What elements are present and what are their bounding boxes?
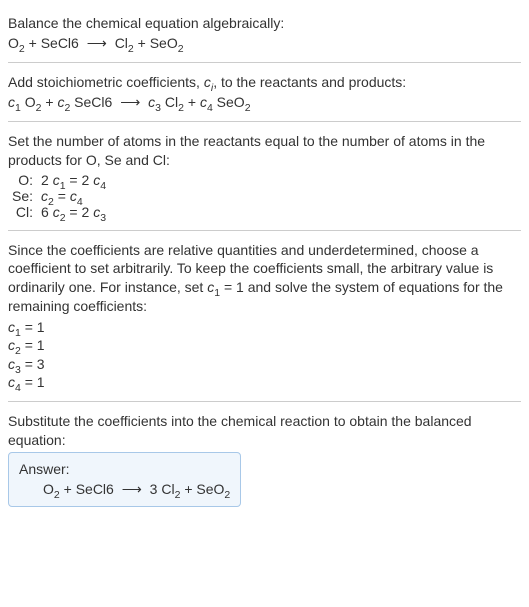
constraint-o-label: O: xyxy=(8,172,37,188)
substitute-text: Substitute the coefficients into the che… xyxy=(8,412,521,450)
intro-text: Balance the chemical equation algebraica… xyxy=(8,14,521,33)
eq-plus-seo2: + SeO xyxy=(134,35,178,51)
seq-plus2: + xyxy=(184,94,200,110)
constraint-row-o: O: 2 c1 = 2 c4 xyxy=(8,172,110,188)
cl-c3-sub: 3 xyxy=(100,211,106,223)
seq-plus1: + xyxy=(41,94,57,110)
c1-val: = 1 xyxy=(21,319,45,335)
coef-c1: c1 = 1 xyxy=(8,318,521,336)
ans-plus2: + SeO xyxy=(180,481,224,497)
o-c1: c xyxy=(53,172,60,188)
seq-c4: c xyxy=(200,94,207,110)
ans-arrow: ⟶ xyxy=(122,481,142,498)
seq-c1: c xyxy=(8,94,15,110)
coef-c4: c4 = 1 xyxy=(8,373,521,391)
ans-3cl2: 3 Cl xyxy=(146,481,175,497)
eq-o2: O xyxy=(8,35,19,51)
substitute-section: Substitute the coefficients into the che… xyxy=(8,406,521,513)
intro-section: Balance the chemical equation algebraica… xyxy=(8,8,521,58)
divider xyxy=(8,230,521,231)
c3-val: = 3 xyxy=(21,356,45,372)
seq-arrow: ⟶ xyxy=(120,94,140,111)
seq-seo2: SeO xyxy=(213,94,245,110)
constraints-intro: Set the number of atoms in the reactants… xyxy=(8,132,521,170)
since-section: Since the coefficients are relative quan… xyxy=(8,235,521,397)
stoich-section: Add stoichiometric coefficients, ci, to … xyxy=(8,67,521,117)
eq-plus-secl6: + SeCl6 xyxy=(25,35,83,51)
se-c4: c xyxy=(70,188,77,204)
divider xyxy=(8,62,521,63)
seq-secl6: SeCl6 xyxy=(70,94,116,110)
ans-o2: O xyxy=(43,481,54,497)
since-text: Since the coefficients are relative quan… xyxy=(8,241,521,317)
ans-plus1: + SeCl6 xyxy=(60,481,118,497)
eq-seo2-sub: 2 xyxy=(178,43,184,55)
seq-c3: c xyxy=(144,94,155,110)
c4-var: c xyxy=(8,374,15,390)
se-c2: c xyxy=(41,188,48,204)
o-c4-sub: 4 xyxy=(100,179,106,191)
divider xyxy=(8,401,521,402)
c4-val: = 1 xyxy=(21,374,45,390)
constraint-cl-label: Cl: xyxy=(8,204,37,220)
ans-seo2-sub: 2 xyxy=(224,488,230,500)
c2-var: c xyxy=(8,337,15,353)
seq-seo2-sub: 2 xyxy=(245,102,251,114)
coefficient-list: c1 = 1 c2 = 1 c3 = 3 c4 = 1 xyxy=(8,316,521,391)
constraint-row-cl: Cl: 6 c2 = 2 c3 xyxy=(8,204,110,220)
se-eq: = xyxy=(54,188,70,204)
stoich-text-2: , to the reactants and products: xyxy=(213,74,406,90)
stoich-ci: c xyxy=(204,74,211,90)
answer-equation: O2 + SeCl6 ⟶ 3 Cl2 + SeO2 xyxy=(19,481,230,498)
constraint-se-label: Se: xyxy=(8,188,37,204)
cl-eq: = 2 xyxy=(66,204,94,220)
stoich-text: Add stoichiometric coefficients, ci, to … xyxy=(8,73,521,92)
cl-c2: c xyxy=(53,204,60,220)
divider xyxy=(8,121,521,122)
unbalanced-equation: O2 + SeCl6 ⟶ Cl2 + SeO2 xyxy=(8,33,521,52)
answer-label: Answer: xyxy=(19,461,230,477)
constraint-cl-eq: 6 c2 = 2 c3 xyxy=(37,204,110,220)
eq-cl2: Cl xyxy=(115,35,128,51)
stoich-equation: c1 O2 + c2 SeCl6 ⟶ c3 Cl2 + c4 SeO2 xyxy=(8,92,521,111)
constraint-o-eq: 2 c1 = 2 c4 xyxy=(37,172,110,188)
coef-c2: c2 = 1 xyxy=(8,336,521,354)
cl-6: 6 xyxy=(41,204,53,220)
stoich-text-1: Add stoichiometric coefficients, xyxy=(8,74,204,90)
c3-var: c xyxy=(8,356,15,372)
eq-arrow: ⟶ xyxy=(87,35,107,52)
o-2: 2 xyxy=(41,172,53,188)
constraints-table: O: 2 c1 = 2 c4 Se: c2 = c4 Cl: 6 c2 = 2 … xyxy=(8,172,110,220)
o-eq: = 2 xyxy=(66,172,94,188)
constraint-row-se: Se: c2 = c4 xyxy=(8,188,110,204)
constraints-section: Set the number of atoms in the reactants… xyxy=(8,126,521,226)
seq-o2: O xyxy=(21,94,36,110)
answer-box: Answer: O2 + SeCl6 ⟶ 3 Cl2 + SeO2 xyxy=(8,452,241,507)
c1-var: c xyxy=(8,319,15,335)
seq-cl2: Cl xyxy=(161,94,178,110)
c2-val: = 1 xyxy=(21,337,45,353)
coef-c3: c3 = 3 xyxy=(8,355,521,373)
